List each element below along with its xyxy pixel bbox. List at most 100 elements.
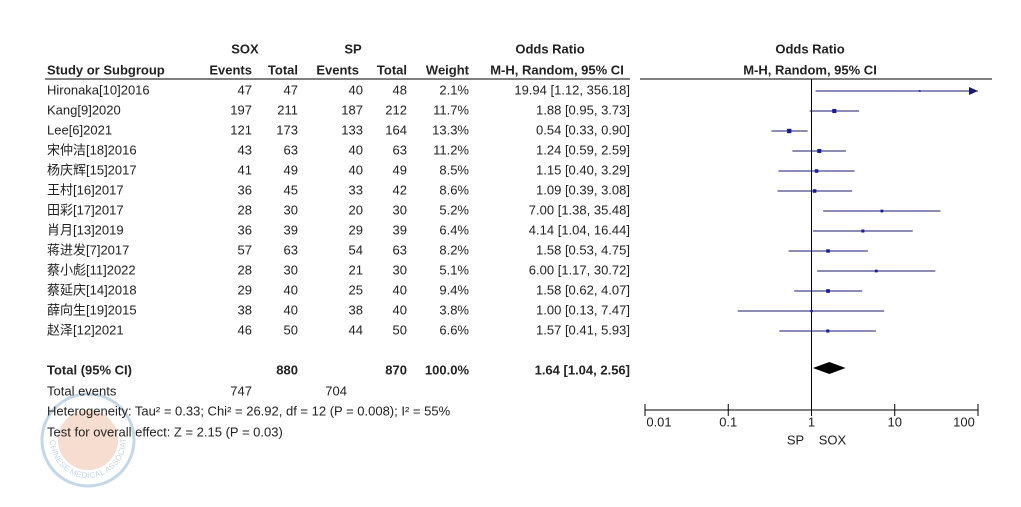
x-tick-label: 0.1: [719, 414, 737, 429]
study-square: [814, 169, 819, 173]
exp-total: 50: [284, 322, 298, 337]
plot-header: Odds Ratio: [775, 41, 844, 56]
x-tick-label: 100: [953, 414, 975, 429]
effect-subheader: M-H, Random, 95% CI: [490, 62, 624, 77]
exp-events: 29: [238, 282, 252, 297]
exp-total: 39: [284, 222, 298, 237]
group-header: SOX: [231, 41, 259, 56]
ctrl-total: 212: [385, 102, 407, 117]
column-header: Events: [316, 62, 359, 77]
total-events-ctrl: 704: [325, 383, 347, 398]
column-header: Events: [209, 62, 252, 77]
study-name: 蒋进发[7]2017: [47, 242, 129, 257]
exp-total: 63: [284, 142, 298, 157]
study-square: [810, 309, 813, 313]
ctrl-total: 49: [393, 162, 407, 177]
study-name: 王村[16]2017: [47, 182, 124, 197]
total-label: Total (95% CI): [47, 362, 132, 377]
weight-label: 2.1%: [439, 82, 469, 97]
x-tick-label: 1: [808, 414, 815, 429]
weight-label: 5.1%: [439, 262, 469, 277]
study-square: [861, 229, 865, 233]
ctrl-events: 29: [349, 222, 363, 237]
ci-label: 19.94 [1.12, 356.18]: [514, 82, 630, 97]
ci-label: 1.88 [0.95, 3.73]: [536, 102, 630, 117]
study-name: Lee[6]2021: [47, 122, 112, 137]
study-square: [812, 189, 817, 193]
ctrl-events: 40: [349, 142, 363, 157]
ci-label: 1.58 [0.53, 4.75]: [536, 242, 630, 257]
total-ci: 1.64 [1.04, 2.56]: [535, 362, 630, 377]
weight-label: 11.7%: [433, 102, 469, 117]
ci-label: 1.00 [0.13, 7.47]: [536, 302, 630, 317]
weight-label: 11.2%: [433, 142, 469, 157]
exp-total: 30: [284, 202, 298, 217]
total-diamond: [812, 362, 846, 374]
ci-label: 7.00 [1.38, 35.48]: [529, 202, 630, 217]
exp-events: 36: [238, 222, 252, 237]
total-weight: 100.0%: [425, 362, 470, 377]
study-square: [826, 289, 830, 293]
study-square: [918, 90, 921, 92]
weight-label: 6.4%: [439, 222, 469, 237]
weight-label: 13.3%: [432, 122, 469, 137]
ci-label: 0.54 [0.33, 0.90]: [536, 122, 630, 137]
exp-events: 43: [238, 142, 252, 157]
study-square: [874, 269, 878, 273]
ctrl-events: 133: [341, 122, 363, 137]
ctrl-events: 44: [349, 322, 363, 337]
ctrl-events: 33: [349, 182, 363, 197]
ctrl-events: 54: [349, 242, 363, 257]
study-name: 赵泽[12]2021: [47, 322, 124, 337]
study-name: 肖月[13]2019: [47, 222, 124, 237]
exp-total: 40: [284, 282, 298, 297]
ctrl-events: 40: [349, 162, 363, 177]
ci-label: 6.00 [1.17, 30.72]: [529, 262, 630, 277]
ctrl-total: 63: [393, 242, 407, 257]
study-name: Kang[9]2020: [47, 102, 121, 117]
study-name: 蔡延庆[14]2018: [47, 282, 137, 297]
ctrl-total: 63: [393, 142, 407, 157]
exp-total: 45: [284, 182, 298, 197]
weight-label: 9.4%: [439, 282, 469, 297]
column-header: Weight: [426, 62, 470, 77]
ci-label: 1.58 [0.62, 4.07]: [536, 282, 630, 297]
ci-label: 1.15 [0.40, 3.29]: [536, 162, 630, 177]
ctrl-total: 30: [393, 202, 407, 217]
column-header: Total: [377, 62, 407, 77]
ctrl-total: 30: [393, 262, 407, 277]
exp-total: 49: [284, 162, 298, 177]
ctrl-events: 187: [341, 102, 363, 117]
exp-total: 173: [276, 122, 298, 137]
study-square: [817, 148, 822, 154]
exp-events: 47: [238, 82, 252, 97]
ci-label: 1.24 [0.59, 2.59]: [536, 142, 630, 157]
column-header: Study or Subgroup: [47, 62, 165, 77]
total-events-exp: 747: [230, 383, 252, 398]
ctrl-total: 40: [393, 302, 407, 317]
exp-total: 30: [284, 262, 298, 277]
watermark-emblem: [58, 410, 118, 470]
favours-left: SP: [787, 432, 804, 447]
study-name: 宋仲洁[18]2016: [47, 142, 137, 157]
exp-total: 47: [284, 82, 298, 97]
plot-subheader: M-H, Random, 95% CI: [743, 62, 877, 77]
column-header: Total: [268, 62, 298, 77]
total-ctrl: 870: [385, 362, 407, 377]
ctrl-events: 40: [349, 82, 363, 97]
exp-total: 63: [284, 242, 298, 257]
exp-events: 41: [238, 162, 252, 177]
ctrl-total: 40: [393, 282, 407, 297]
ctrl-events: 25: [349, 282, 363, 297]
study-square: [832, 108, 837, 114]
ctrl-events: 38: [349, 302, 363, 317]
effect-header: Odds Ratio: [515, 41, 584, 56]
ctrl-events: 21: [349, 262, 363, 277]
exp-events: 28: [238, 262, 252, 277]
study-name: 杨庆辉[15]2017: [47, 162, 137, 177]
exp-events: 46: [238, 322, 252, 337]
weight-label: 8.2%: [439, 242, 469, 257]
exp-events: 38: [238, 302, 252, 317]
exp-events: 28: [238, 202, 252, 217]
